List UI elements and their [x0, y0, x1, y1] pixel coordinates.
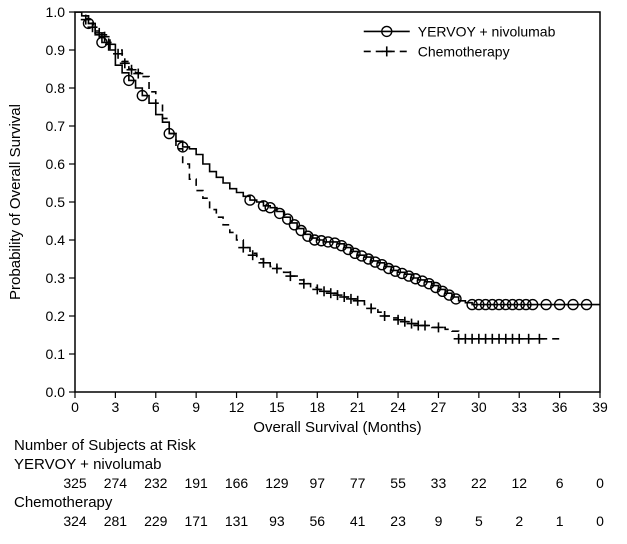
ytick-label: 1.0 [46, 4, 66, 20]
risk-count: 55 [390, 475, 406, 491]
risk-count: 129 [265, 475, 289, 491]
risk-count: 0 [596, 513, 604, 529]
risk-count: 131 [225, 513, 249, 529]
xtick-label: 0 [71, 399, 79, 415]
plot-area [75, 12, 600, 344]
xtick-label: 33 [511, 399, 527, 415]
risk-table-title: Number of Subjects at Risk [14, 437, 196, 454]
legend-label: YERVOY + nivolumab [418, 23, 556, 39]
xtick-label: 12 [229, 399, 245, 415]
xtick-label: 21 [350, 399, 366, 415]
risk-count: 274 [104, 475, 128, 491]
risk-count: 5 [475, 513, 483, 529]
risk-count: 0 [596, 475, 604, 491]
ytick-label: 0.5 [46, 194, 66, 210]
yaxis-label: Probability of Overall Survival [7, 104, 24, 300]
risk-count: 12 [511, 475, 527, 491]
risk-count: 56 [310, 513, 326, 529]
xtick-label: 6 [152, 399, 160, 415]
ytick-label: 0.2 [46, 308, 66, 324]
xaxis-label: Overall Survival (Months) [253, 419, 421, 436]
ytick-label: 0.1 [46, 346, 66, 362]
legend-label: Chemotherapy [418, 43, 510, 59]
risk-count: 6 [556, 475, 564, 491]
xtick-label: 9 [192, 399, 200, 415]
ytick-label: 0.8 [46, 80, 66, 96]
xtick-label: 15 [269, 399, 285, 415]
plot-border [75, 12, 600, 392]
risk-count: 33 [431, 475, 447, 491]
xtick-label: 3 [111, 399, 119, 415]
risk-count: 166 [225, 475, 249, 491]
xtick-label: 18 [310, 399, 326, 415]
risk-count: 77 [350, 475, 366, 491]
risk-count: 232 [144, 475, 168, 491]
ytick-label: 0.7 [46, 118, 66, 134]
risk-count: 97 [310, 475, 326, 491]
risk-count: 229 [144, 513, 168, 529]
risk-count: 41 [350, 513, 366, 529]
risk-count: 281 [104, 513, 128, 529]
ytick-label: 0.0 [46, 384, 66, 400]
risk-group-label: Chemotherapy [14, 494, 113, 511]
risk-count: 93 [269, 513, 285, 529]
xtick-label: 30 [471, 399, 487, 415]
xtick-label: 27 [431, 399, 447, 415]
risk-count: 171 [184, 513, 208, 529]
risk-count: 324 [63, 513, 87, 529]
xtick-label: 39 [592, 399, 608, 415]
ytick-label: 0.4 [46, 232, 66, 248]
legend: YERVOY + nivolumab Chemotherapy [364, 23, 556, 59]
series-0 [75, 12, 600, 310]
risk-count: 23 [390, 513, 406, 529]
xtick-label: 36 [552, 399, 568, 415]
ytick-label: 0.3 [46, 270, 66, 286]
risk-count: 191 [184, 475, 208, 491]
risk-count: 9 [435, 513, 443, 529]
ytick-label: 0.6 [46, 156, 66, 172]
risk-count: 22 [471, 475, 487, 491]
km-figure: 0.0 0.1 0.2 0.3 0.4 0.5 0.6 0.7 0.8 0.9 1.0 Probabi… [0, 0, 627, 544]
risk-count: 325 [63, 475, 87, 491]
ytick-label: 0.9 [46, 42, 66, 58]
series-1 [75, 12, 560, 344]
xtick-label: 24 [390, 399, 406, 415]
risk-group-label: YERVOY + nivolumab [14, 456, 161, 473]
risk-count: 1 [556, 513, 564, 529]
risk-count: 2 [515, 513, 523, 529]
